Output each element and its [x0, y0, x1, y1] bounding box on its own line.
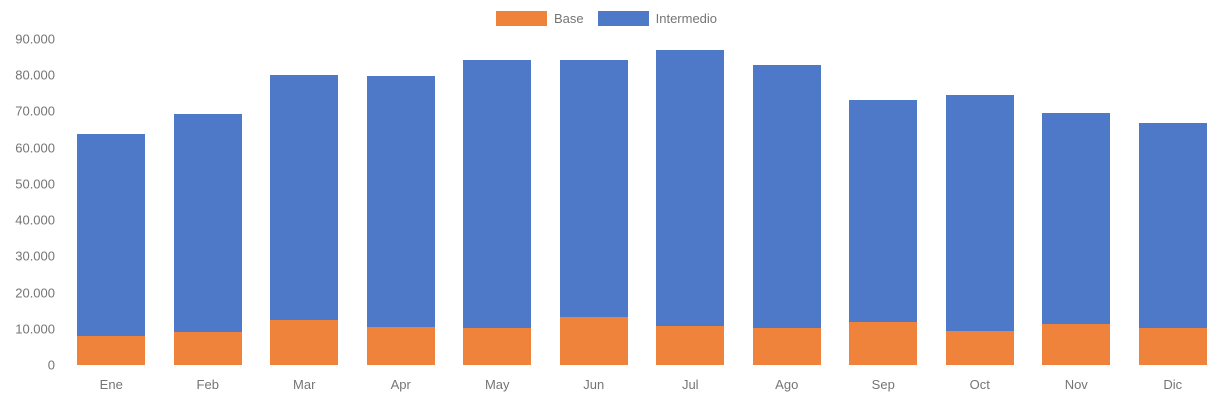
bar-segment-base-dic [1138, 328, 1207, 365]
bar-may [463, 39, 532, 365]
bar-slot-mar [256, 39, 353, 365]
legend-item-intermedio: Intermedio [597, 11, 718, 26]
bar-slot-may [449, 39, 546, 365]
bar-segment-base-mar [270, 320, 339, 365]
bar-mar [270, 39, 339, 365]
plot-area [63, 39, 1213, 365]
bar-segment-intermedio-feb [173, 114, 242, 333]
bar-feb [173, 39, 242, 365]
bar-jul [656, 39, 725, 365]
y-axis: 0 10.000 20.000 30.000 40.000 50.000 60.000 70.… [0, 32, 55, 373]
bar-segment-base-may [463, 328, 532, 365]
x-tick-label: Oct [969, 377, 990, 392]
y-tick-label: 0 [47, 357, 55, 373]
y-tick-label: 90.000 [15, 31, 55, 47]
x-tick-label: May [484, 377, 510, 392]
bar-segment-intermedio-apr [366, 75, 435, 328]
bar-segment-intermedio-ene [77, 134, 146, 336]
y-tick-label: 50.000 [15, 176, 55, 192]
x-tick-label: Sep [871, 377, 895, 392]
bar-slot-ene [63, 39, 160, 365]
y-tick-label: 80.000 [15, 67, 55, 83]
bar-slot-ago [739, 39, 836, 365]
bar-jun [559, 39, 628, 365]
bar-segment-intermedio-oct [945, 95, 1014, 332]
legend-swatch-base [495, 11, 547, 26]
legend: Base Intermedio [0, 11, 1213, 26]
bar-oct [945, 39, 1014, 365]
bar-dic [1138, 39, 1207, 365]
bar-segment-intermedio-jul [656, 49, 725, 326]
bar-segment-intermedio-dic [1138, 122, 1207, 329]
legend-label: Intermedio [655, 11, 718, 26]
bar-segment-base-jun [559, 316, 628, 365]
bar-segment-base-apr [366, 327, 435, 365]
x-tick-label: Mar [293, 377, 316, 392]
bar-slot-apr [353, 39, 450, 365]
bar-segment-base-jul [656, 325, 725, 365]
y-tick-label: 30.000 [15, 248, 55, 264]
bar-slot-oct [932, 39, 1029, 365]
legend-item-base: Base [495, 11, 584, 26]
bar-segment-intermedio-may [463, 60, 532, 329]
bar-ene [77, 39, 146, 365]
x-axis: Ene Feb Mar Apr May Jun Jul Ago Sep Oct Nov Dic [63, 377, 1213, 392]
bar-segment-intermedio-mar [270, 75, 339, 321]
x-tick-label: Ago [775, 377, 799, 392]
bar-segment-base-oct [945, 331, 1014, 365]
bar-slot-jun [546, 39, 643, 365]
legend-swatch-intermedio [597, 11, 649, 26]
bar-slot-jul [642, 39, 739, 365]
bar-segment-base-ene [77, 335, 146, 365]
x-tick-label: Jun [583, 377, 605, 392]
y-tick-label: 60.000 [15, 140, 55, 156]
x-tick-label: Dic [1163, 377, 1183, 392]
bar-slot-feb [160, 39, 257, 365]
bar-segment-base-sep [849, 321, 918, 365]
y-tick-label: 20.000 [15, 285, 55, 301]
bar-segment-base-nov [1042, 324, 1111, 365]
bar-segment-intermedio-sep [849, 100, 918, 322]
x-tick-label: Apr [390, 377, 411, 392]
bar-segment-base-ago [752, 327, 821, 365]
x-tick-label: Feb [196, 377, 219, 392]
bar-apr [366, 39, 435, 365]
y-tick-label: 40.000 [15, 212, 55, 228]
bar-ago [752, 39, 821, 365]
bar-slot-dic [1125, 39, 1213, 365]
bar-slot-sep [835, 39, 932, 365]
legend-label: Base [553, 11, 584, 26]
bar-nov [1042, 39, 1111, 365]
bar-segment-intermedio-ago [752, 65, 821, 328]
x-tick-label: Nov [1064, 377, 1088, 392]
x-tick-label: Jul [681, 377, 699, 392]
y-tick-label: 70.000 [15, 103, 55, 119]
bar-sep [849, 39, 918, 365]
bar-segment-intermedio-nov [1042, 112, 1111, 325]
bar-segment-intermedio-jun [559, 59, 628, 317]
x-tick-label: Ene [99, 377, 123, 392]
bar-slot-nov [1028, 39, 1125, 365]
bar-segment-base-feb [173, 332, 242, 365]
y-tick-label: 10.000 [15, 321, 55, 337]
